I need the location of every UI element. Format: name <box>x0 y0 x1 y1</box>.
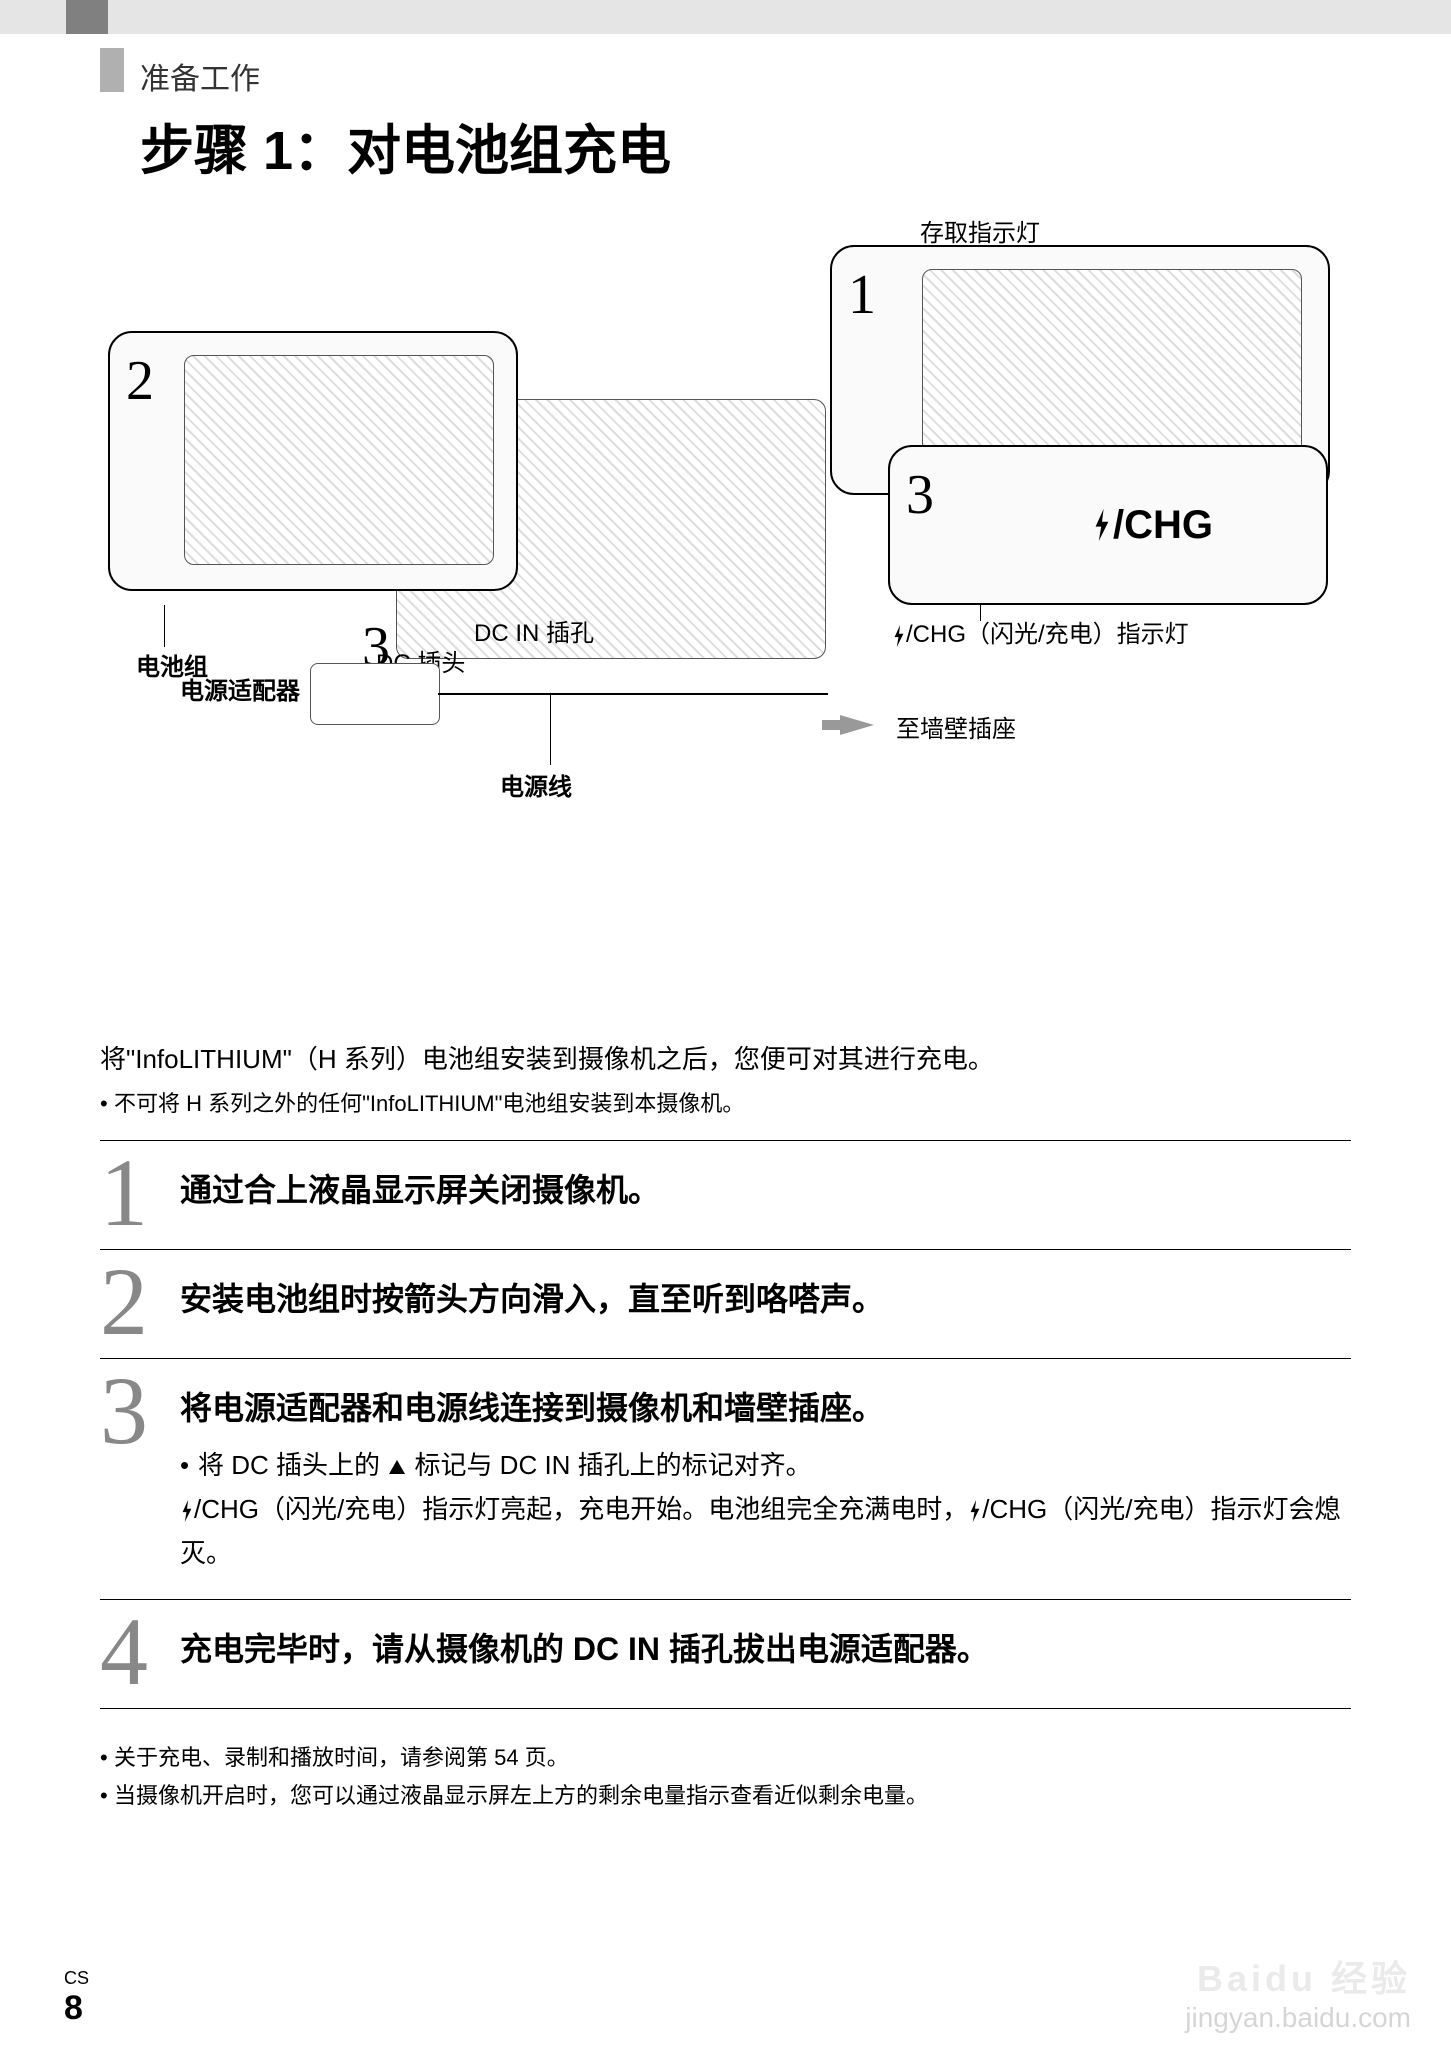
panel-3-number: 3 <box>906 463 934 527</box>
footer-notes: 关于充电、录制和播放时间，请参阅第 54 页。 当摄像机开启时，您可以通过液晶显… <box>100 1739 1351 1814</box>
panel-2: 2 <box>108 331 518 591</box>
tab-marker <box>66 0 108 34</box>
chg-indicator-row: /CHG <box>934 463 1310 587</box>
cable-line <box>438 693 828 695</box>
page: 准备工作 步骤 1：对电池组充电 存取指示灯 1 2 电池组 3 <box>0 0 1451 2064</box>
label-chg-lamp-text: /CHG（闪光/充电）指示灯 <box>906 621 1189 648</box>
step-3-line-2: /CHG（闪光/充电）指示灯亮起，充电开始。电池组完全充满电时，/CHG（闪光/… <box>180 1487 1351 1575</box>
content-area: 准备工作 步骤 1：对电池组充电 存取指示灯 1 2 电池组 3 <box>0 34 1451 1854</box>
label-dc-in: DC IN 插孔 <box>474 613 594 648</box>
step-4-number: 4 <box>100 1604 148 1700</box>
section-bar-icon <box>100 48 124 92</box>
flash-bolt-icon <box>1091 509 1113 541</box>
battery-insert-illustration <box>184 355 494 565</box>
step-4-title: 充电完毕时，请从摄像机的 DC IN 插孔拔出电源适配器。 <box>180 1624 1351 1670</box>
lead-line-battery <box>164 605 165 647</box>
footer-note-1: 关于充电、录制和播放时间，请参阅第 54 页。 <box>100 1739 1351 1776</box>
watermark-brand: Baidu 经验 <box>1185 1950 1411 2002</box>
step-4: 4 充电完毕时，请从摄像机的 DC IN 插孔拔出电源适配器。 <box>100 1599 1351 1709</box>
label-chg-lamp: /CHG（闪光/充电）指示灯 <box>892 617 1189 653</box>
chg-text: /CHG <box>1113 503 1213 548</box>
arrow-to-wall-icon <box>840 715 874 735</box>
step-3-title: 将电源适配器和电源线连接到摄像机和墙壁插座。 <box>180 1383 1351 1429</box>
main-heading: 步骤 1：对电池组充电 <box>140 106 1351 185</box>
step-3-bullet-1: 将 DC 插头上的 标记与 DC IN 插孔上的标记对齐。 <box>180 1443 1351 1487</box>
page-number: CS 8 <box>64 1968 89 2028</box>
step-2: 2 安装电池组时按箭头方向滑入，直至听到咯嗒声。 <box>100 1249 1351 1358</box>
page-cs: CS <box>64 1968 89 1989</box>
section-label: 准备工作 <box>140 54 1351 98</box>
step-1-title: 通过合上液晶显示屏关闭摄像机。 <box>180 1165 1351 1211</box>
intro-line: 将"InfoLITHIUM"（H 系列）电池组安装到摄像机之后，您便可对其进行充… <box>100 1039 1351 1081</box>
lead-line-cord <box>550 693 551 765</box>
step-1: 1 通过合上液晶显示屏关闭摄像机。 <box>100 1140 1351 1249</box>
ac-adapter-illustration <box>310 663 440 725</box>
step-3: 3 将电源适配器和电源线连接到摄像机和墙壁插座。 将 DC 插头上的 标记与 D… <box>100 1358 1351 1600</box>
flash-bolt-icon-inline <box>180 1500 194 1522</box>
page-num: 8 <box>64 1989 83 2027</box>
panel-1-number: 1 <box>848 263 876 327</box>
flash-bolt-icon-small <box>892 625 906 647</box>
label-ac-adapter: 电源适配器 <box>180 671 300 706</box>
panel-3-chg: 3 /CHG <box>888 445 1328 605</box>
step-1-number: 1 <box>100 1145 148 1241</box>
steps-list: 1 通过合上液晶显示屏关闭摄像机。 2 安装电池组时按箭头方向滑入，直至听到咯嗒… <box>100 1140 1351 1710</box>
watermark-url: jingyan.baidu.com <box>1185 2002 1411 2034</box>
intro-note: 不可将 H 系列之外的任何"InfoLITHIUM"电池组安装到本摄像机。 <box>100 1087 1351 1120</box>
section-label-text: 准备工作 <box>140 63 260 96</box>
label-power-cord: 电源线 <box>500 767 572 802</box>
camcorder-open-screen-illustration <box>922 269 1302 469</box>
flash-bolt-icon-inline-2 <box>968 1500 982 1522</box>
step-3-body: 将 DC 插头上的 标记与 DC IN 插孔上的标记对齐。 /CHG（闪光/充电… <box>180 1443 1351 1576</box>
top-bar <box>0 0 1451 34</box>
triangle-up-icon <box>389 1460 405 1474</box>
step-2-title: 安装电池组时按箭头方向滑入，直至听到咯嗒声。 <box>180 1274 1351 1320</box>
footer-note-2: 当摄像机开启时，您可以通过液晶显示屏左上方的剩余电量指示查看近似剩余电量。 <box>100 1777 1351 1814</box>
step-3-number: 3 <box>100 1363 148 1459</box>
label-access-lamp: 存取指示灯 <box>920 213 1040 248</box>
watermark: Baidu 经验 jingyan.baidu.com <box>1185 1950 1411 2034</box>
step-2-number: 2 <box>100 1254 148 1350</box>
diagram: 存取指示灯 1 2 电池组 3 /CHG <box>100 225 1351 1015</box>
label-to-wall: 至墙壁插座 <box>896 709 1016 744</box>
panel-2-number: 2 <box>126 349 154 413</box>
